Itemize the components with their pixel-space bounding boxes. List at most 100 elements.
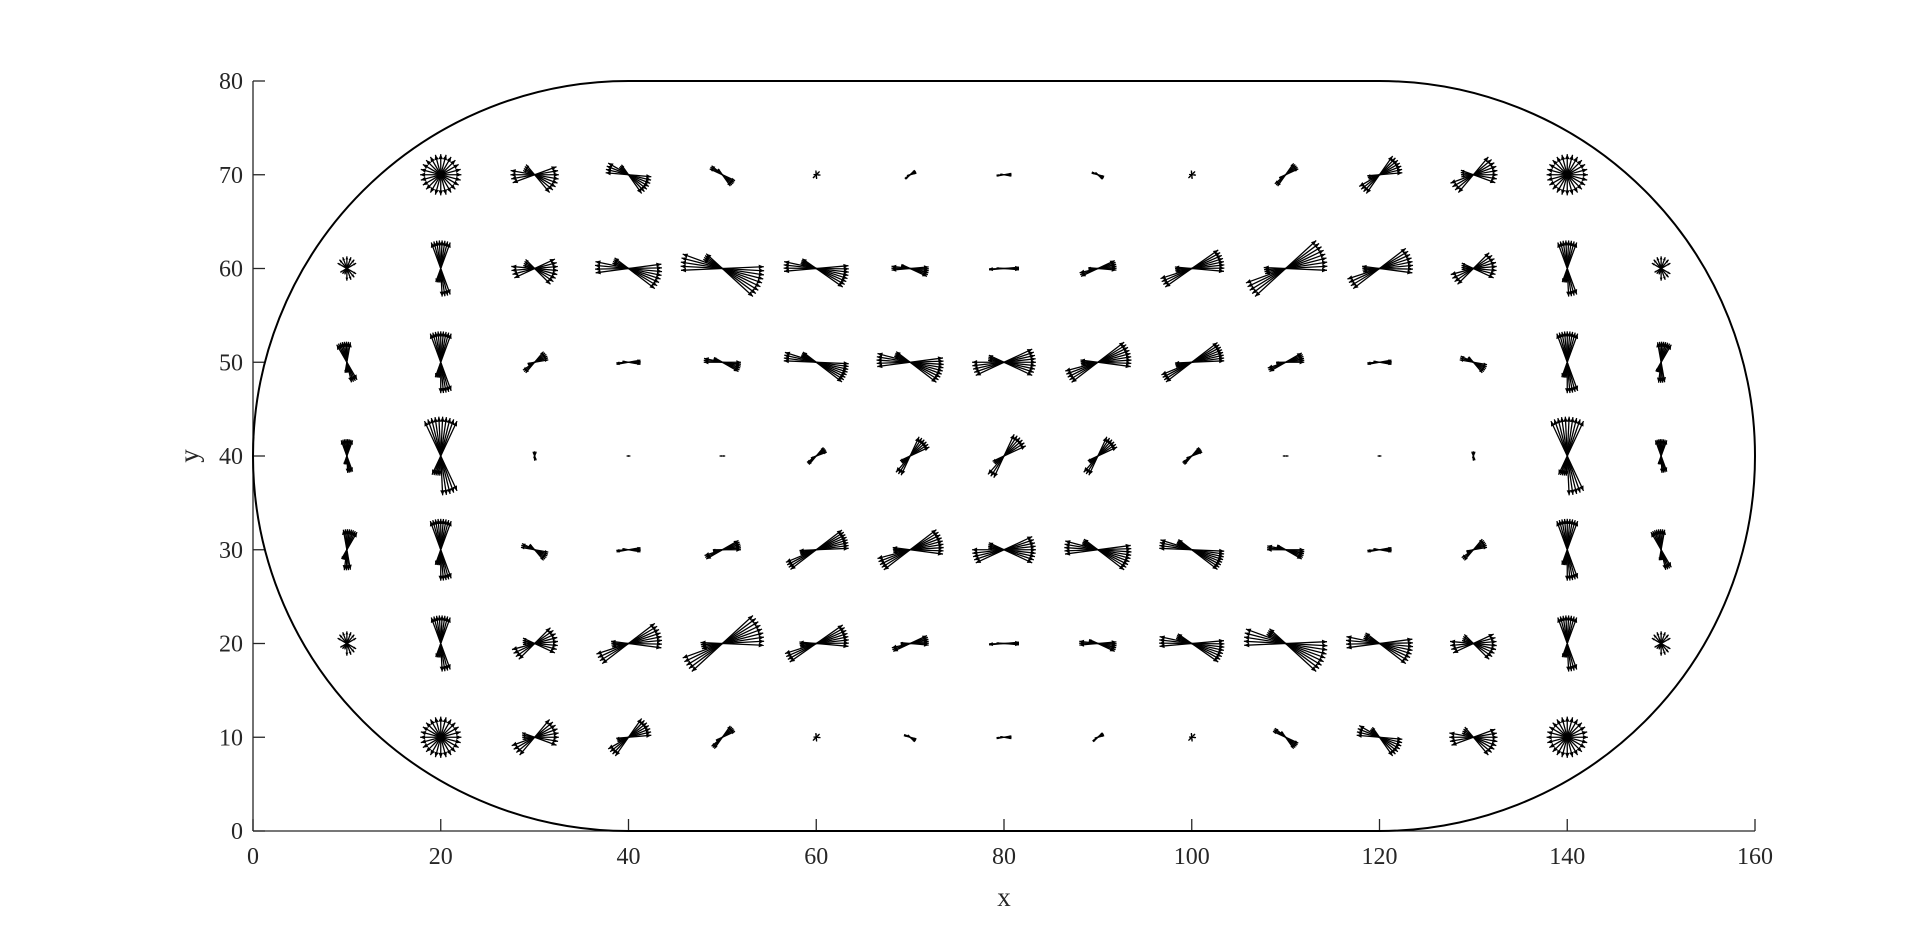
vector-arrowhead [430, 749, 435, 756]
vector-arrowhead [1407, 260, 1413, 265]
vector-arrowhead [974, 368, 980, 373]
vector-arrowhead [619, 167, 623, 171]
vector-arrowhead [1159, 640, 1165, 646]
vector-arrowhead [353, 638, 357, 641]
vector-arrowhead [1463, 636, 1467, 640]
vector-arrowhead [1492, 172, 1498, 177]
vector-arrowhead [1661, 376, 1667, 383]
vector-arrow [1254, 268, 1287, 297]
vector-arrowhead [656, 641, 662, 647]
vector-arrowhead [1471, 451, 1474, 454]
vector-arrowhead [446, 156, 452, 163]
vector-arrowhead [843, 263, 849, 269]
vector-arrowhead [1273, 729, 1278, 733]
vector-arrowhead [1065, 551, 1071, 556]
vector-arrow [1285, 642, 1320, 670]
vector-arrowhead [446, 617, 451, 623]
vector-arrowhead [973, 553, 979, 558]
vector-arrowhead [353, 263, 357, 266]
vector-arrowhead [1123, 350, 1130, 355]
vector-arrowhead [843, 638, 849, 643]
vector-glyph [1065, 341, 1132, 383]
vector-arrowhead [975, 371, 982, 376]
vector-arrowhead [719, 455, 722, 457]
vector-arrowhead [1091, 172, 1094, 175]
vector-glyph [812, 732, 821, 742]
vector-arrowhead [1407, 643, 1414, 649]
vector-arrowhead [436, 416, 442, 422]
vector-arrowhead [552, 179, 558, 184]
vector-arrow [1352, 267, 1380, 290]
vector-arrowhead [839, 373, 846, 378]
vector-arrowhead [840, 630, 847, 635]
vector-arrowhead [522, 642, 526, 646]
vector-arrowhead [353, 271, 357, 274]
vector-arrowhead [1461, 267, 1465, 271]
vector-arrowhead [973, 365, 979, 371]
vector-arrow [1285, 240, 1317, 269]
vector-arrow [721, 617, 757, 645]
vector-arrowhead [1490, 636, 1496, 642]
vector-glyph [429, 518, 452, 581]
vector-arrowhead [936, 537, 942, 542]
vector-arrowhead [937, 540, 943, 545]
vector-arrowhead [1656, 271, 1659, 274]
vector-arrowhead [1292, 742, 1297, 747]
vector-arrowhead [340, 440, 345, 445]
vector-arrowhead [1488, 162, 1495, 168]
vector-arrowhead [453, 180, 459, 186]
vector-arrowhead [553, 172, 559, 177]
vector-arrowhead [1662, 632, 1666, 636]
vector-arrowhead [1582, 735, 1588, 740]
vector-arrowhead [682, 654, 689, 659]
vector-arrow [1191, 640, 1225, 645]
vector-arrowhead [542, 554, 547, 558]
vector-arrowhead [550, 725, 556, 730]
vector-arrowhead [1556, 521, 1561, 527]
vector-arrow [628, 263, 662, 270]
vector-arrowhead [815, 170, 817, 173]
vector-arrowhead [1453, 648, 1459, 653]
vector-arrowhead [1118, 565, 1125, 570]
vector-arrowhead [1126, 546, 1132, 552]
x-tick-label: 40 [617, 844, 641, 870]
vector-arrowhead [342, 646, 345, 649]
vector-arrowhead [523, 264, 527, 268]
vector-arrowhead [1490, 741, 1497, 746]
vector-glyph [1274, 162, 1299, 187]
stadium-boundary [252, 80, 1756, 832]
vector-arrowhead [1359, 725, 1365, 730]
vector-arrowhead [656, 265, 662, 271]
vector-arrowhead [1346, 641, 1352, 647]
vector-arrowhead [430, 719, 435, 725]
vector-arrowhead [347, 564, 352, 570]
vector-arrow [816, 265, 849, 270]
vector-arrowhead [656, 272, 662, 277]
vector-arrowhead [1321, 267, 1328, 273]
vector-arrowhead [438, 716, 443, 722]
vector-arrowhead [1491, 267, 1497, 273]
vector-arrowhead [455, 176, 461, 181]
vector-arrowhead [1188, 738, 1191, 741]
vector-arrowhead [1390, 157, 1396, 164]
vector-arrowhead [1390, 748, 1396, 755]
vector-arrowhead [553, 735, 559, 740]
vector-arrowhead [1366, 188, 1372, 194]
vector-arrowhead [1015, 640, 1019, 645]
vector-arrowhead [446, 719, 452, 725]
vector-arrowhead [1451, 645, 1457, 651]
vector-arrowhead [1081, 272, 1087, 277]
vector-arrowhead [1165, 377, 1172, 382]
vector-arrowhead [1400, 248, 1406, 254]
vector-arrowhead [1093, 739, 1096, 742]
vector-arrowhead [1193, 171, 1196, 174]
vector-arrow [1285, 642, 1328, 647]
vector-arrowhead [817, 733, 820, 736]
vector-arrowhead [820, 447, 824, 451]
vector-glyph [1267, 352, 1305, 373]
vector-glyph [988, 265, 1020, 272]
vector-glyph [1450, 156, 1498, 193]
vector-arrowhead [456, 735, 462, 740]
vector-glyph [988, 640, 1020, 647]
vector-arrowhead [1449, 738, 1456, 743]
